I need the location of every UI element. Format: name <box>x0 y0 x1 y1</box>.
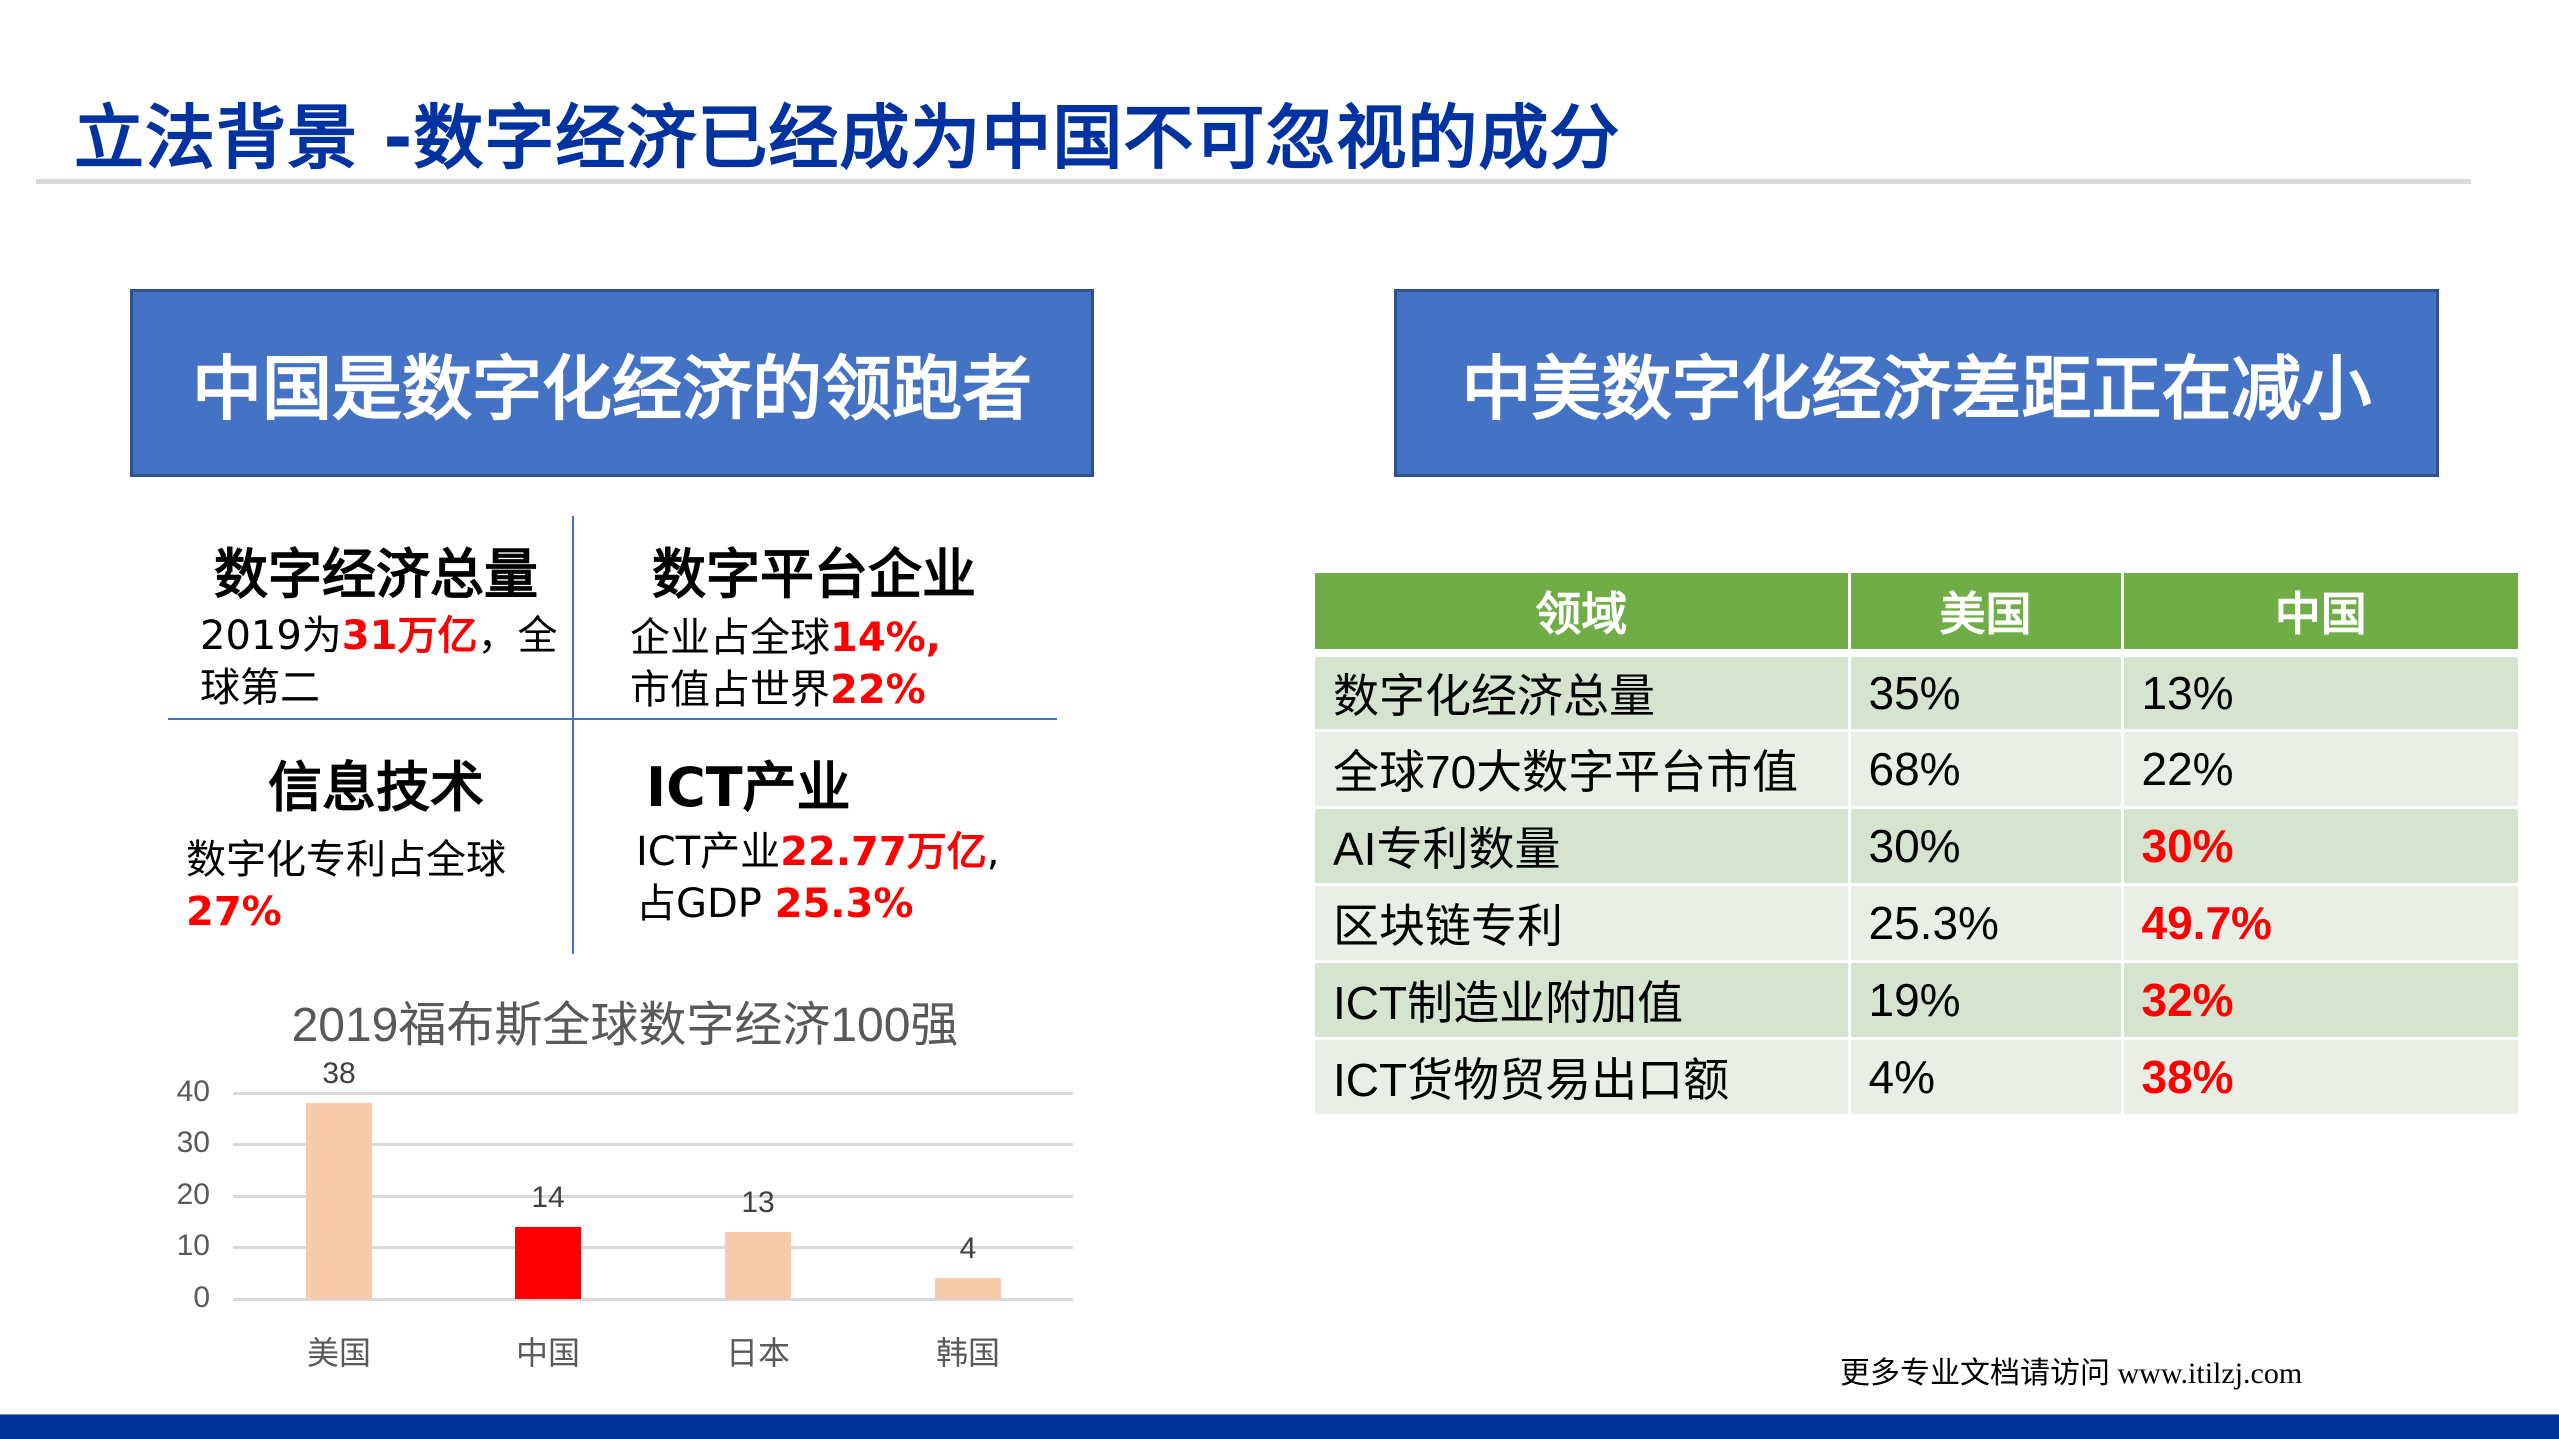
y-tick-0: 0 <box>193 1281 210 1314</box>
header-usa: 美国 <box>1849 573 2124 657</box>
y-tick-10: 10 <box>176 1229 210 1262</box>
bar-korea <box>935 1278 1001 1299</box>
bar-china <box>515 1226 581 1299</box>
fact-highlight: 22% <box>830 667 926 713</box>
title-divider <box>36 179 2471 184</box>
y-tick-30: 30 <box>176 1126 210 1159</box>
right-banner-text: 中美数字化经济差距正在减小 <box>1461 347 2372 430</box>
fact-highlight: 27% <box>186 889 282 935</box>
cell-usa: 30% <box>1849 807 2124 886</box>
cell-china: 22% <box>2122 730 2518 809</box>
fact-text: , <box>986 829 1000 875</box>
bar-value-label: 13 <box>741 1186 775 1220</box>
fact-text: 占GDP <box>636 881 775 927</box>
table-row: ICT货物贸易出口额 4% 38% <box>1315 1038 2518 1117</box>
bar-usa <box>306 1103 372 1299</box>
cell-china: 38% <box>2122 1038 2518 1117</box>
gridline-40 <box>233 1092 1073 1095</box>
table-row: 区块链专利 25.3% 49.7% <box>1315 884 2518 963</box>
grid-vertical-divider <box>572 516 574 954</box>
us-china-comparison-table: 领域 美国 中国 数字化经济总量 35% 13% 全球70大数字平台市值 68%… <box>1315 573 2518 1117</box>
table-row: 全球70大数字平台市值 68% 22% <box>1315 730 2518 809</box>
fact-text: 2019为 <box>200 613 342 659</box>
table-row: AI专利数量 30% 30% <box>1315 807 2518 886</box>
cell-china: 32% <box>2122 961 2518 1040</box>
fact-highlight: 14%, <box>830 615 941 661</box>
table-row: ICT制造业附加值 19% 32% <box>1315 961 2518 1040</box>
fact-text: 企业占全球 <box>630 615 830 661</box>
fact-heading-digital-economy-total: 数字经济总量 <box>214 543 538 606</box>
cell-usa: 68% <box>1849 730 2124 809</box>
fact-heading-digital-platforms: 数字平台企业 <box>652 543 976 606</box>
cell-china: 49.7% <box>2122 884 2518 963</box>
footer-website-note: 更多专业文档请访问 www.itilzj.com <box>1840 1357 2303 1390</box>
y-tick-20: 20 <box>176 1178 210 1211</box>
x-tick-usa: 美国 <box>306 1335 371 1371</box>
fact-text: ICT产业 <box>636 829 781 875</box>
fact-text: 球第二 <box>200 665 320 711</box>
bottom-accent-bar <box>0 1414 2559 1439</box>
bar-japan <box>725 1232 791 1299</box>
gridline-30 <box>233 1143 1073 1146</box>
fact-highlight: 31万亿 <box>341 613 478 659</box>
cell-china: 30% <box>2122 807 2518 886</box>
cell-field: 数字化经济总量 <box>1315 653 1851 732</box>
bar-value-label: 14 <box>531 1180 565 1214</box>
cell-usa: 4% <box>1849 1038 2124 1117</box>
cell-usa: 35% <box>1849 653 2124 732</box>
fact-highlight: 25.3% <box>774 881 914 927</box>
fact-highlight: 22.77万亿 <box>780 829 987 875</box>
bar-value-label: 38 <box>322 1057 356 1091</box>
fact-body-info-tech: 数字化专利占全球 27% <box>186 834 506 938</box>
x-tick-korea: 韩国 <box>935 1335 1000 1371</box>
cell-usa: 19% <box>1849 961 2124 1040</box>
cell-field: ICT货物贸易出口额 <box>1315 1038 1851 1117</box>
cell-field: ICT制造业附加值 <box>1315 961 1851 1040</box>
cell-field: 区块链专利 <box>1315 884 1851 963</box>
fact-text: 数字化专利占全球 <box>186 837 506 883</box>
fact-heading-info-tech: 信息技术 <box>268 756 484 819</box>
slide-title: 立法背景 -数字经济已经成为中国不可忽视的成分 <box>74 97 1621 179</box>
gridline-20 <box>233 1195 1073 1198</box>
fact-heading-ict-industry: ICT产业 <box>646 756 851 819</box>
cell-field: AI专利数量 <box>1315 807 1851 886</box>
gridline-10 <box>233 1246 1073 1249</box>
left-banner-text: 中国是数字化经济的领跑者 <box>192 347 1032 430</box>
grid-horizontal-divider <box>168 718 1057 720</box>
right-section-banner: 中美数字化经济差距正在减小 <box>1394 289 2439 477</box>
bar-value-label: 4 <box>959 1232 977 1266</box>
table-header-row: 领域 美国 中国 <box>1315 573 2518 657</box>
table-row: 数字化经济总量 35% 13% <box>1315 653 2518 732</box>
x-tick-japan: 日本 <box>725 1335 790 1371</box>
fact-body-digital-platforms: 企业占全球14%, 市值占世界22% <box>630 612 941 716</box>
y-tick-40: 40 <box>176 1075 210 1108</box>
fact-text: ，全 <box>477 613 558 659</box>
header-field: 领域 <box>1315 573 1851 657</box>
fact-text: 市值占世界 <box>630 667 830 713</box>
gridline-0 <box>233 1298 1073 1301</box>
chart-title: 2019福布斯全球数字经济100强 <box>291 999 959 1052</box>
fact-body-digital-economy-total: 2019为31万亿，全 球第二 <box>200 610 557 714</box>
header-china: 中国 <box>2122 573 2518 657</box>
cell-usa: 25.3% <box>1849 884 2124 963</box>
cell-china: 13% <box>2122 653 2518 732</box>
chart-plot-area <box>233 1092 1073 1301</box>
fact-body-ict-industry: ICT产业22.77万亿, 占GDP 25.3% <box>636 826 999 930</box>
left-section-banner: 中国是数字化经济的领跑者 <box>130 289 1094 477</box>
cell-field: 全球70大数字平台市值 <box>1315 730 1851 809</box>
x-tick-china: 中国 <box>515 1335 580 1371</box>
